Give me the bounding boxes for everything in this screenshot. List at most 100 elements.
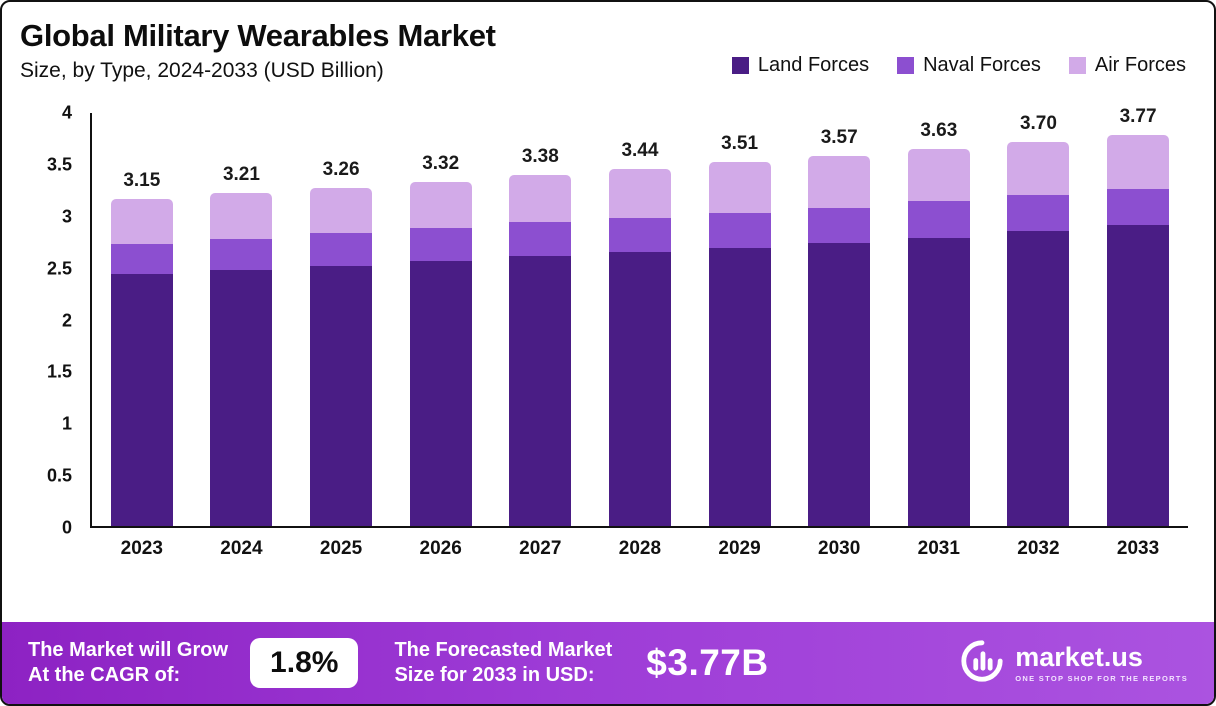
bar-segment-naval-forces [808,207,871,243]
bar-column-2023: 3.15 2023 [106,113,178,559]
bar-segment-air-forces [907,149,970,202]
y-tick-label: 0 [61,517,72,538]
bar-segment-air-forces [110,199,173,244]
x-axis-label: 2026 [419,538,462,559]
bar-total-label: 3.32 [422,152,460,174]
y-tick-label: 4 [61,102,72,123]
bar-segment-naval-forces [608,217,671,253]
bar-segment-naval-forces [907,201,970,238]
chart-area: 0 0.5 1 1.5 2 2.5 3 3.5 4 3.15 2023 3.21 2024 3.26 20… [16,103,1188,559]
legend-label: Land Forces [757,54,870,76]
stacked-bar [808,155,871,526]
stacked-bar [310,187,373,526]
bar-column-2031: 3.63 2031 [903,113,975,559]
bar-column-2024: 3.21 2024 [205,113,277,559]
bar-segment-air-forces [210,192,273,239]
bar-total-label: 3.77 [1119,105,1157,127]
bar-segment-land-forces [708,247,771,526]
stacked-bar [1107,134,1170,526]
bar-total-label: 3.21 [222,163,260,185]
y-tick-label: 1.5 [46,361,72,382]
x-axis-label: 2027 [519,538,562,559]
legend-swatch [897,57,915,74]
bar-segment-air-forces [409,181,472,229]
bar-segment-air-forces [708,161,771,213]
y-tick-label: 3 [61,206,72,227]
bar-column-2032: 3.70 2032 [1002,113,1074,559]
forecast-value: $3.77B [646,642,769,683]
x-axis-label: 2031 [917,538,960,559]
bar-total-label: 3.70 [1019,113,1057,135]
x-axis-label: 2025 [319,538,363,559]
footer-banner: The Market will Grow At the CAGR of: 1.8… [2,622,1214,704]
bar-column-2030: 3.57 2030 [803,113,875,559]
plot-area: 3.15 2023 3.21 2024 3.26 2025 3.32 2026 3.38 2027… [90,106,1188,559]
bar-segment-naval-forces [1107,188,1170,226]
logo-tagline: One Stop Shop For The Reports [1015,673,1188,683]
bar-segment-land-forces [310,265,373,526]
bar-segment-naval-forces [310,233,373,266]
bar-total-label: 3.51 [721,132,759,154]
stacked-bar [708,161,771,526]
bar-column-2026: 3.32 2026 [405,113,477,559]
bar-segment-naval-forces [409,228,472,262]
x-axis-label: 2030 [818,538,861,559]
legend-item-land-forces: Land Forces [731,54,870,77]
bar-column-2028: 3.44 2028 [604,113,676,559]
bar-segment-air-forces [1007,142,1070,196]
marketus-logo: market.us One Stop Shop For The Reports [959,638,1188,689]
bar-total-label: 3.44 [621,140,659,162]
bar-column-2025: 3.26 2025 [305,113,377,559]
y-tick-label: 2.5 [46,258,72,279]
legend-item-air-forces: Air Forces [1068,54,1186,77]
stacked-bar [110,199,173,526]
bar-segment-naval-forces [708,212,771,248]
legend-swatch [731,57,749,74]
legend-item-naval-forces: Naval Forces [897,54,1041,77]
bar-segment-land-forces [1007,231,1070,526]
forecast-label: The Forecasted Market Size for 2033 in U… [394,639,613,686]
bar-segment-naval-forces [1007,195,1070,232]
bar-segment-land-forces [509,256,572,526]
bar-segment-land-forces [907,237,970,526]
page-title: Global Military Wearables Market [20,18,496,53]
chart-header: Global Military Wearables Market Size, b… [2,2,1214,83]
x-axis-label: 2032 [1017,538,1060,559]
bar-segment-naval-forces [210,238,273,270]
x-axis-label: 2033 [1116,538,1160,559]
y-axis: 0 0.5 1 1.5 2 2.5 3 3.5 4 [16,103,78,538]
bar-column-2027: 3.38 2027 [504,113,576,559]
bar-segment-air-forces [310,187,373,234]
stacked-bar [1007,142,1070,526]
bar-total-label: 3.38 [521,146,559,168]
bar-segment-land-forces [1107,225,1170,526]
stacked-bar [509,175,572,526]
bar-total-label: 3.15 [123,170,161,192]
legend-label: Naval Forces [923,54,1041,76]
bar-total-label: 3.26 [322,158,360,180]
bar-segment-air-forces [808,155,871,208]
bar-segment-land-forces [808,242,871,526]
x-axis-label: 2023 [120,538,163,559]
bar-total-label: 3.63 [920,120,958,142]
legend-swatch [1068,57,1086,74]
bar-segment-naval-forces [509,222,572,257]
bar-column-2033: 3.77 2033 [1102,106,1174,559]
bar-segment-air-forces [1107,134,1170,189]
bar-segment-naval-forces [110,243,173,274]
stacked-bar [608,169,671,526]
chart-legend: Land Forces Naval Forces Air Forces [731,54,1186,77]
marketus-logo-icon [959,638,1005,689]
logo-text: market.us [1015,641,1143,672]
y-tick-label: 0.5 [46,465,72,486]
x-axis-label: 2028 [618,538,662,559]
bar-segment-air-forces [608,169,671,218]
legend-label: Air Forces [1094,54,1186,76]
bar-column-2029: 3.51 2029 [704,113,776,559]
bar-segment-land-forces [210,269,273,526]
y-tick-label: 1 [61,413,72,434]
stacked-bar [210,192,273,526]
x-axis-label: 2029 [718,538,761,559]
stacked-bar [409,181,472,526]
